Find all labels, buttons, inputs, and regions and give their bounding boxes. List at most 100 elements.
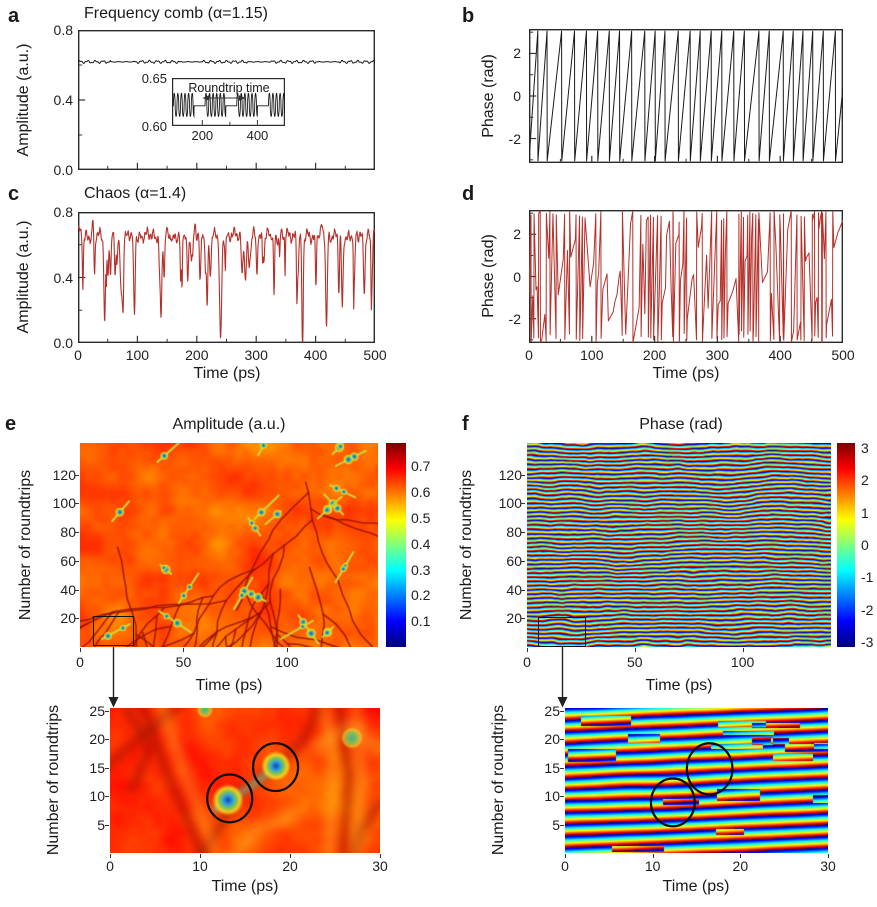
tick-mark xyxy=(183,648,185,652)
x-tick-label: 0 xyxy=(74,347,82,363)
phase-colorbar xyxy=(837,443,855,647)
tick-mark xyxy=(105,767,109,769)
zoom-rect-f xyxy=(538,617,586,647)
x-tick-label: 300 xyxy=(244,347,268,363)
colorbar-tick-label: 0.5 xyxy=(411,509,431,526)
y-tick-label: 0.8 xyxy=(53,22,73,38)
panel-b-letter: b xyxy=(462,5,475,27)
panel-f-letter: f xyxy=(462,413,469,435)
panel-c-ylabel: Amplitude (a.u.) xyxy=(15,220,32,334)
colorbar-tick-label: 0.2 xyxy=(411,587,431,604)
tick-mark xyxy=(110,854,111,858)
inset-y-tick-label: 15 xyxy=(89,759,105,776)
inset-x-tick-label: 30 xyxy=(820,858,836,874)
zoom-arrow-e-icon xyxy=(108,647,119,708)
tick-mark xyxy=(560,710,564,712)
heatmap-y-tick-label: 40 xyxy=(506,581,522,598)
inset-y-tick-label: 25 xyxy=(89,702,105,719)
panel-f-title: Phase (rad) xyxy=(639,416,723,433)
panel-f-ylabel: Number of roundtrips xyxy=(458,469,475,621)
tick-mark xyxy=(521,503,525,505)
inset-y-tick-label: 15 xyxy=(544,759,560,776)
heatmap-y-tick-label: 80 xyxy=(60,524,76,541)
panel-c-letter: c xyxy=(8,183,20,205)
colorbar-tick-label: 3 xyxy=(861,439,869,456)
roundtrip-time-arrow-icon xyxy=(202,95,246,101)
x-tick-label: 200 xyxy=(642,347,667,363)
colorbar-tick-label: 1 xyxy=(861,504,869,521)
inset-x-tick-label: 20 xyxy=(732,858,749,874)
heatmap-y-tick-label: 120 xyxy=(52,466,76,483)
tick-mark xyxy=(105,796,109,798)
tick-mark xyxy=(742,648,744,652)
panel-f-xlabel: Time (ps) xyxy=(645,677,713,694)
heatmap-x-tick-label: 0 xyxy=(523,654,531,670)
heatmap-y-tick-label: 20 xyxy=(506,610,522,627)
tick-mark xyxy=(565,854,566,858)
y-tick-label: -2 xyxy=(508,310,521,327)
heatmap-x-tick-label: 50 xyxy=(627,654,643,670)
inset-e-ylabel: Number of roundtrips xyxy=(45,704,62,856)
heatmap-y-tick-label: 80 xyxy=(506,524,522,541)
tick-mark xyxy=(286,648,288,652)
inset-x-tick-label: 10 xyxy=(192,858,208,874)
panel-c-plot xyxy=(78,212,375,343)
heatmap-x-tick-label: 50 xyxy=(175,654,192,670)
tick-mark xyxy=(380,854,381,858)
inset-y-tick-label: 5 xyxy=(97,816,105,833)
panel-a-plot xyxy=(78,30,375,170)
panel-a-inset-plot xyxy=(172,78,285,126)
y-tick-label: 0.0 xyxy=(53,162,73,178)
x-tick-label: 500 xyxy=(363,347,387,363)
tick-mark xyxy=(740,854,742,858)
y-tick-label: 2 xyxy=(513,45,521,62)
inset-y-tick-label: 10 xyxy=(89,788,105,805)
tick-mark xyxy=(75,589,79,591)
inset-e-xlabel: Time (ps) xyxy=(211,878,279,895)
tick-mark xyxy=(75,503,79,505)
panel-a-title: Frequency comb (α=1.15) xyxy=(84,5,268,22)
tick-mark xyxy=(75,618,79,620)
zoom-rect-e xyxy=(93,616,134,646)
inset-y-tick-label: 0.60 xyxy=(141,119,167,134)
inset-x-tick-label: 0 xyxy=(561,858,569,874)
y-tick-label: 0.4 xyxy=(53,269,73,286)
amplitude-colorbar xyxy=(386,443,406,647)
panel-a-ylabel: Amplitude (a.u.) xyxy=(15,43,32,157)
tick-mark xyxy=(105,739,109,741)
heatmap-y-tick-label: 20 xyxy=(60,610,76,627)
phase-zoom-inset-canvas xyxy=(565,708,828,853)
inset-y-tick-label: 25 xyxy=(544,702,560,719)
tick-mark xyxy=(75,474,79,476)
y-tick-label: 0 xyxy=(513,268,521,285)
tick-mark xyxy=(200,854,201,858)
tick-mark xyxy=(560,739,564,741)
tick-mark xyxy=(75,560,79,562)
panel-d-xlabel: Time (ps) xyxy=(652,365,720,382)
panel-c-xlabel: Time (ps) xyxy=(193,365,261,382)
inset-x-tick-label: 10 xyxy=(644,858,661,874)
colorbar-tick-label: 0.3 xyxy=(411,561,431,578)
panel-b-plot xyxy=(529,29,843,163)
y-tick-label: 0.4 xyxy=(53,92,73,108)
x-tick-label: 200 xyxy=(185,347,209,363)
inset-x-tick-label: 20 xyxy=(282,858,298,874)
heatmap-y-tick-label: 120 xyxy=(498,466,522,483)
tick-mark xyxy=(560,767,564,769)
defect-circles-f xyxy=(649,742,734,828)
tick-mark xyxy=(560,824,564,826)
panel-a-letter: a xyxy=(8,5,20,27)
x-tick-label: 300 xyxy=(705,347,730,363)
heatmap-y-tick-label: 60 xyxy=(60,552,76,569)
tick-mark xyxy=(521,589,525,591)
panel-b-ylabel: Phase (rad) xyxy=(480,54,497,138)
x-tick-label: 100 xyxy=(125,347,150,363)
tick-mark xyxy=(527,648,528,652)
zoom-arrow-f-icon xyxy=(557,647,568,708)
inset-y-tick-label: 20 xyxy=(544,731,560,748)
phase-heatmap-canvas xyxy=(527,443,831,647)
colorbar-tick-label: 2 xyxy=(861,472,869,489)
inset-y-tick-label: 20 xyxy=(89,731,105,748)
amplitude-heatmap-canvas xyxy=(80,443,378,647)
